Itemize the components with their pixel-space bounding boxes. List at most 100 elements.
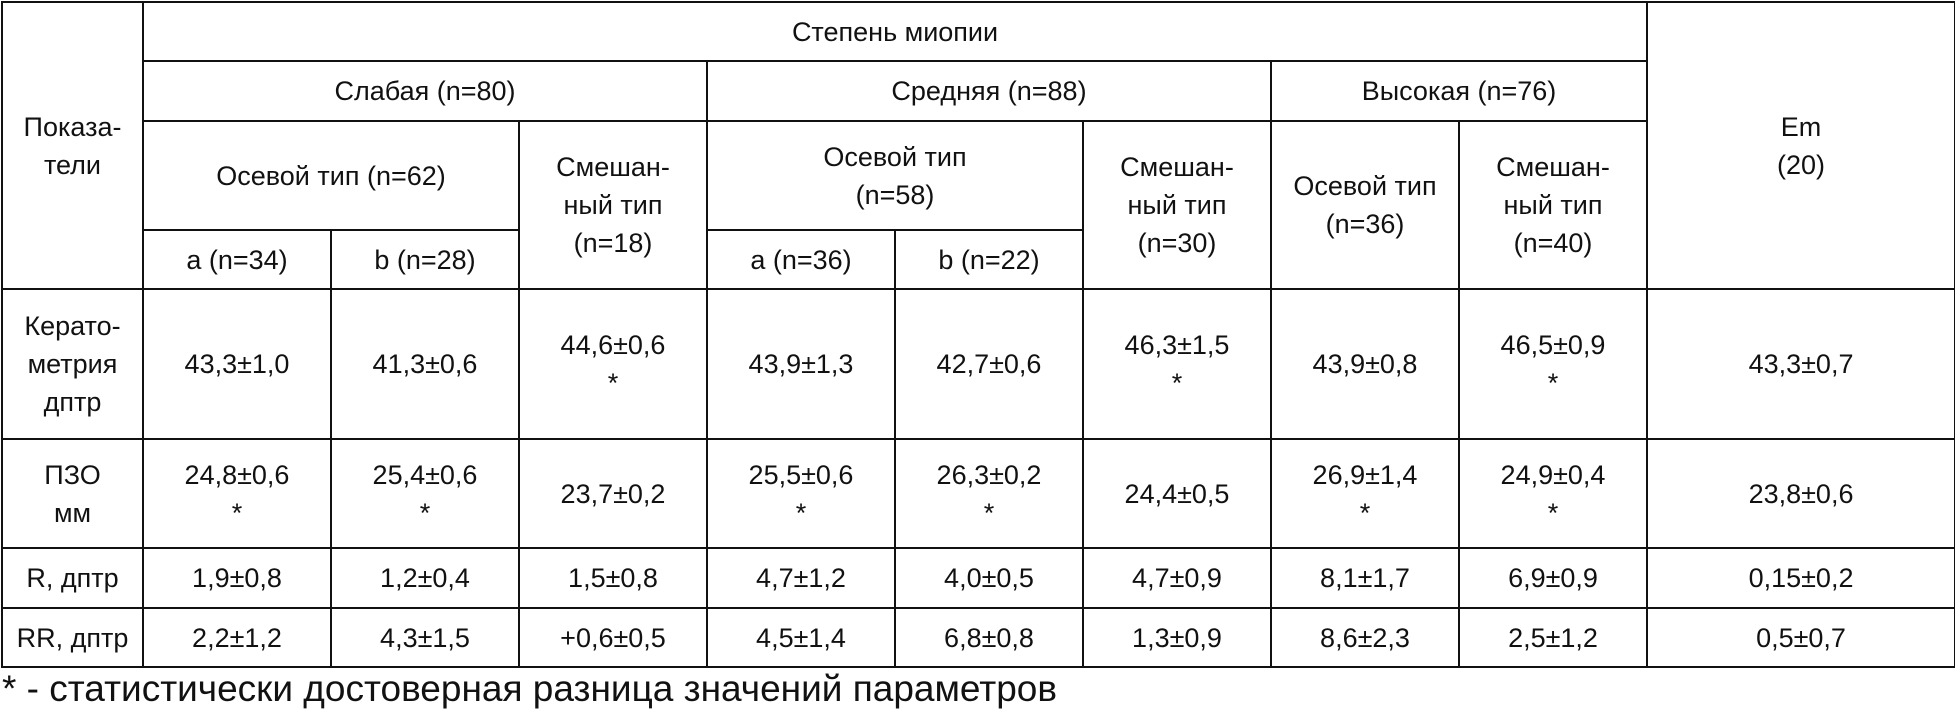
- table-cell: 1,9±0,8: [142, 547, 332, 609]
- table-cell: 2,5±1,2: [1457, 607, 1649, 668]
- medium-axial-line: Осевой тип: [823, 141, 967, 172]
- table-cell: 2,2±1,2: [142, 607, 332, 668]
- high-mixed-line: (n=40): [1513, 228, 1593, 258]
- cell-value: 43,9±1,3: [748, 349, 854, 379]
- row-label: Керато- метрия дптр: [1, 288, 144, 440]
- weak-mixed-header: Смешан- ный тип (n=18): [518, 120, 708, 290]
- row-label-line: дптр: [43, 387, 102, 417]
- cell-value: 6,8±0,8: [944, 622, 1034, 653]
- myopia-parameters-table: Показа- тели Степень миопии Em (20) Слаб…: [1, 1, 1955, 668]
- medium-mixed-line: ный тип: [1127, 190, 1227, 220]
- table-cell: 25,5±0,6 *: [706, 438, 896, 549]
- cell-value: 24,9±0,4: [1500, 459, 1606, 490]
- table-cell: 44,6±0,6 *: [518, 288, 708, 440]
- cell-value: +0,6±0,5: [560, 622, 666, 653]
- table-cell: 26,3±0,2 *: [894, 438, 1084, 549]
- row-label-line: метрия: [27, 349, 118, 379]
- table-cell: 24,4±0,5: [1082, 438, 1272, 549]
- table-cell: 46,5±0,9 *: [1457, 288, 1649, 440]
- cell-value: 44,6±0,6: [560, 330, 666, 360]
- table-cell: 41,3±0,6: [330, 288, 520, 440]
- table-cell: 26,9±1,4 *: [1270, 438, 1460, 549]
- significance-mark: *: [1547, 497, 1559, 528]
- cell-value: 24,4±0,5: [1124, 478, 1230, 509]
- cell-value: 46,5±0,9: [1500, 330, 1606, 360]
- significance-mark: *: [983, 497, 995, 528]
- row-label: R, дптр: [1, 547, 144, 609]
- cell-value: 0,5±0,7: [1756, 622, 1846, 653]
- indicators-header-line: тели: [43, 149, 102, 180]
- table-cell: 6,9±0,9: [1457, 547, 1649, 609]
- table-cell: 6,8±0,8: [894, 607, 1084, 668]
- medium-mixed-line: Смешан-: [1120, 152, 1234, 182]
- cell-value: 46,3±1,5: [1124, 330, 1230, 360]
- footnote: * - статистически достоверная разница зн…: [2, 668, 1058, 709]
- significance-mark: *: [795, 497, 807, 528]
- weak-axial-a-header: a (n=34): [142, 229, 332, 290]
- table-cell: 43,9±0,8: [1270, 288, 1460, 440]
- cell-value: 25,5±0,6: [748, 459, 854, 490]
- cell-value: 2,2±1,2: [192, 622, 282, 653]
- cell-value: 42,7±0,6: [936, 349, 1042, 379]
- significance-mark: *: [231, 497, 243, 528]
- cell-value: 43,9±0,8: [1312, 349, 1418, 379]
- table-cell: 23,8±0,6: [1646, 438, 1955, 549]
- medium-mixed-header: Смешан- ный тип (n=30): [1082, 120, 1272, 290]
- table-cell: 24,9±0,4 *: [1457, 438, 1649, 549]
- table-cell: 46,3±1,5 *: [1082, 288, 1272, 440]
- medium-axial-line: (n=58): [855, 179, 935, 210]
- cell-value: 26,9±1,4: [1312, 459, 1418, 490]
- indicators-header-line: Показа-: [23, 111, 122, 142]
- medium-axial-a-header: a (n=36): [706, 229, 896, 290]
- row-label: ПЗО мм: [1, 438, 144, 549]
- em-header: Em (20): [1646, 1, 1955, 290]
- row-label-line: мм: [53, 497, 92, 528]
- table-cell: +0,6±0,5: [518, 607, 708, 668]
- cell-value: 8,1±1,7: [1320, 563, 1410, 593]
- table-cell: 1,2±0,4: [330, 547, 520, 609]
- high-mixed-line: ный тип: [1503, 190, 1603, 220]
- cell-value: 6,9±0,9: [1508, 563, 1598, 593]
- weak-axial-header: Осевой тип (n=62): [142, 120, 520, 231]
- cell-value: 4,5±1,4: [756, 622, 846, 653]
- table-cell: 0,5±0,7: [1646, 607, 1955, 668]
- cell-value: 1,3±0,9: [1132, 622, 1222, 653]
- high-mixed-line: Смешан-: [1496, 152, 1610, 182]
- cell-value: 8,6±2,3: [1320, 622, 1410, 653]
- table-cell: 1,3±0,9: [1082, 607, 1272, 668]
- cell-value: 2,5±1,2: [1508, 622, 1598, 653]
- cell-value: 4,0±0,5: [944, 563, 1034, 593]
- significance-mark: *: [1547, 368, 1559, 398]
- cell-value: 4,7±1,2: [756, 563, 846, 593]
- cell-value: 1,2±0,4: [380, 563, 470, 593]
- medium-group-header: Средняя (n=88): [706, 60, 1272, 122]
- table-cell: 1,5±0,8: [518, 547, 708, 609]
- table-row: Керато- метрия дптр 43,3±1,0 41,3±0,6 44,6…: [1, 288, 1955, 440]
- significance-mark: *: [1359, 497, 1371, 528]
- table-cell: 4,7±1,2: [706, 547, 896, 609]
- em-header-line: Em: [1780, 111, 1822, 142]
- row-label-line: RR, дптр: [16, 622, 129, 653]
- weak-mixed-line: Смешан-: [556, 152, 670, 182]
- row-label-line: Керато-: [24, 311, 121, 341]
- row-label-line: ПЗО: [44, 459, 101, 490]
- row-label-line: R, дптр: [26, 563, 119, 593]
- cell-value: 43,3±1,0: [184, 349, 290, 379]
- table-cell: 0,15±0,2: [1646, 547, 1955, 609]
- cell-value: 25,4±0,6: [372, 459, 478, 490]
- medium-mixed-line: (n=30): [1137, 228, 1217, 258]
- cell-value: 24,8±0,6: [184, 459, 290, 490]
- header-row-groups: Слабая (n=80) Средняя (n=88) Высокая (n=…: [2, 60, 1955, 122]
- significance-mark: *: [419, 497, 431, 528]
- high-mixed-header: Смешан- ный тип (n=40): [1457, 120, 1649, 290]
- table-cell: 4,0±0,5: [894, 547, 1084, 609]
- table-cell: 4,3±1,5: [330, 607, 520, 668]
- medium-axial-header: Осевой тип (n=58): [706, 120, 1084, 231]
- table-cell: 43,3±1,0: [142, 288, 332, 440]
- table-cell: 25,4±0,6 *: [330, 438, 520, 549]
- high-group-header: Высокая (n=76): [1269, 60, 1649, 122]
- table-cell: 23,7±0,2: [518, 438, 708, 549]
- myopia-degree-header: Степень миопии: [141, 1, 1649, 62]
- weak-group-header: Слабая (n=80): [142, 60, 708, 122]
- cell-value: 1,5±0,8: [568, 563, 658, 593]
